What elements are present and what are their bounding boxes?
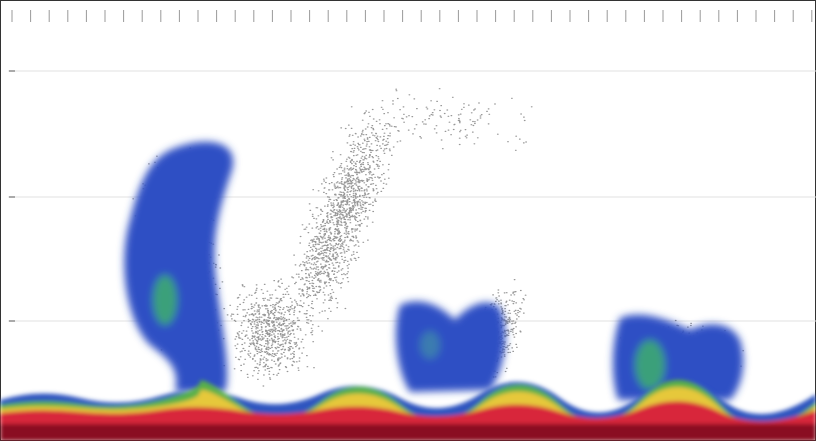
page: (() => { const svg = document.getElement…	[0, 0, 816, 441]
seabed-dark	[0, 424, 816, 441]
depth-mark	[9, 320, 15, 322]
school-core	[420, 331, 440, 359]
echogram	[0, 0, 816, 441]
depth-mark	[9, 196, 15, 198]
school-core	[153, 275, 177, 325]
school-core	[635, 340, 665, 390]
depth-mark	[9, 70, 15, 72]
